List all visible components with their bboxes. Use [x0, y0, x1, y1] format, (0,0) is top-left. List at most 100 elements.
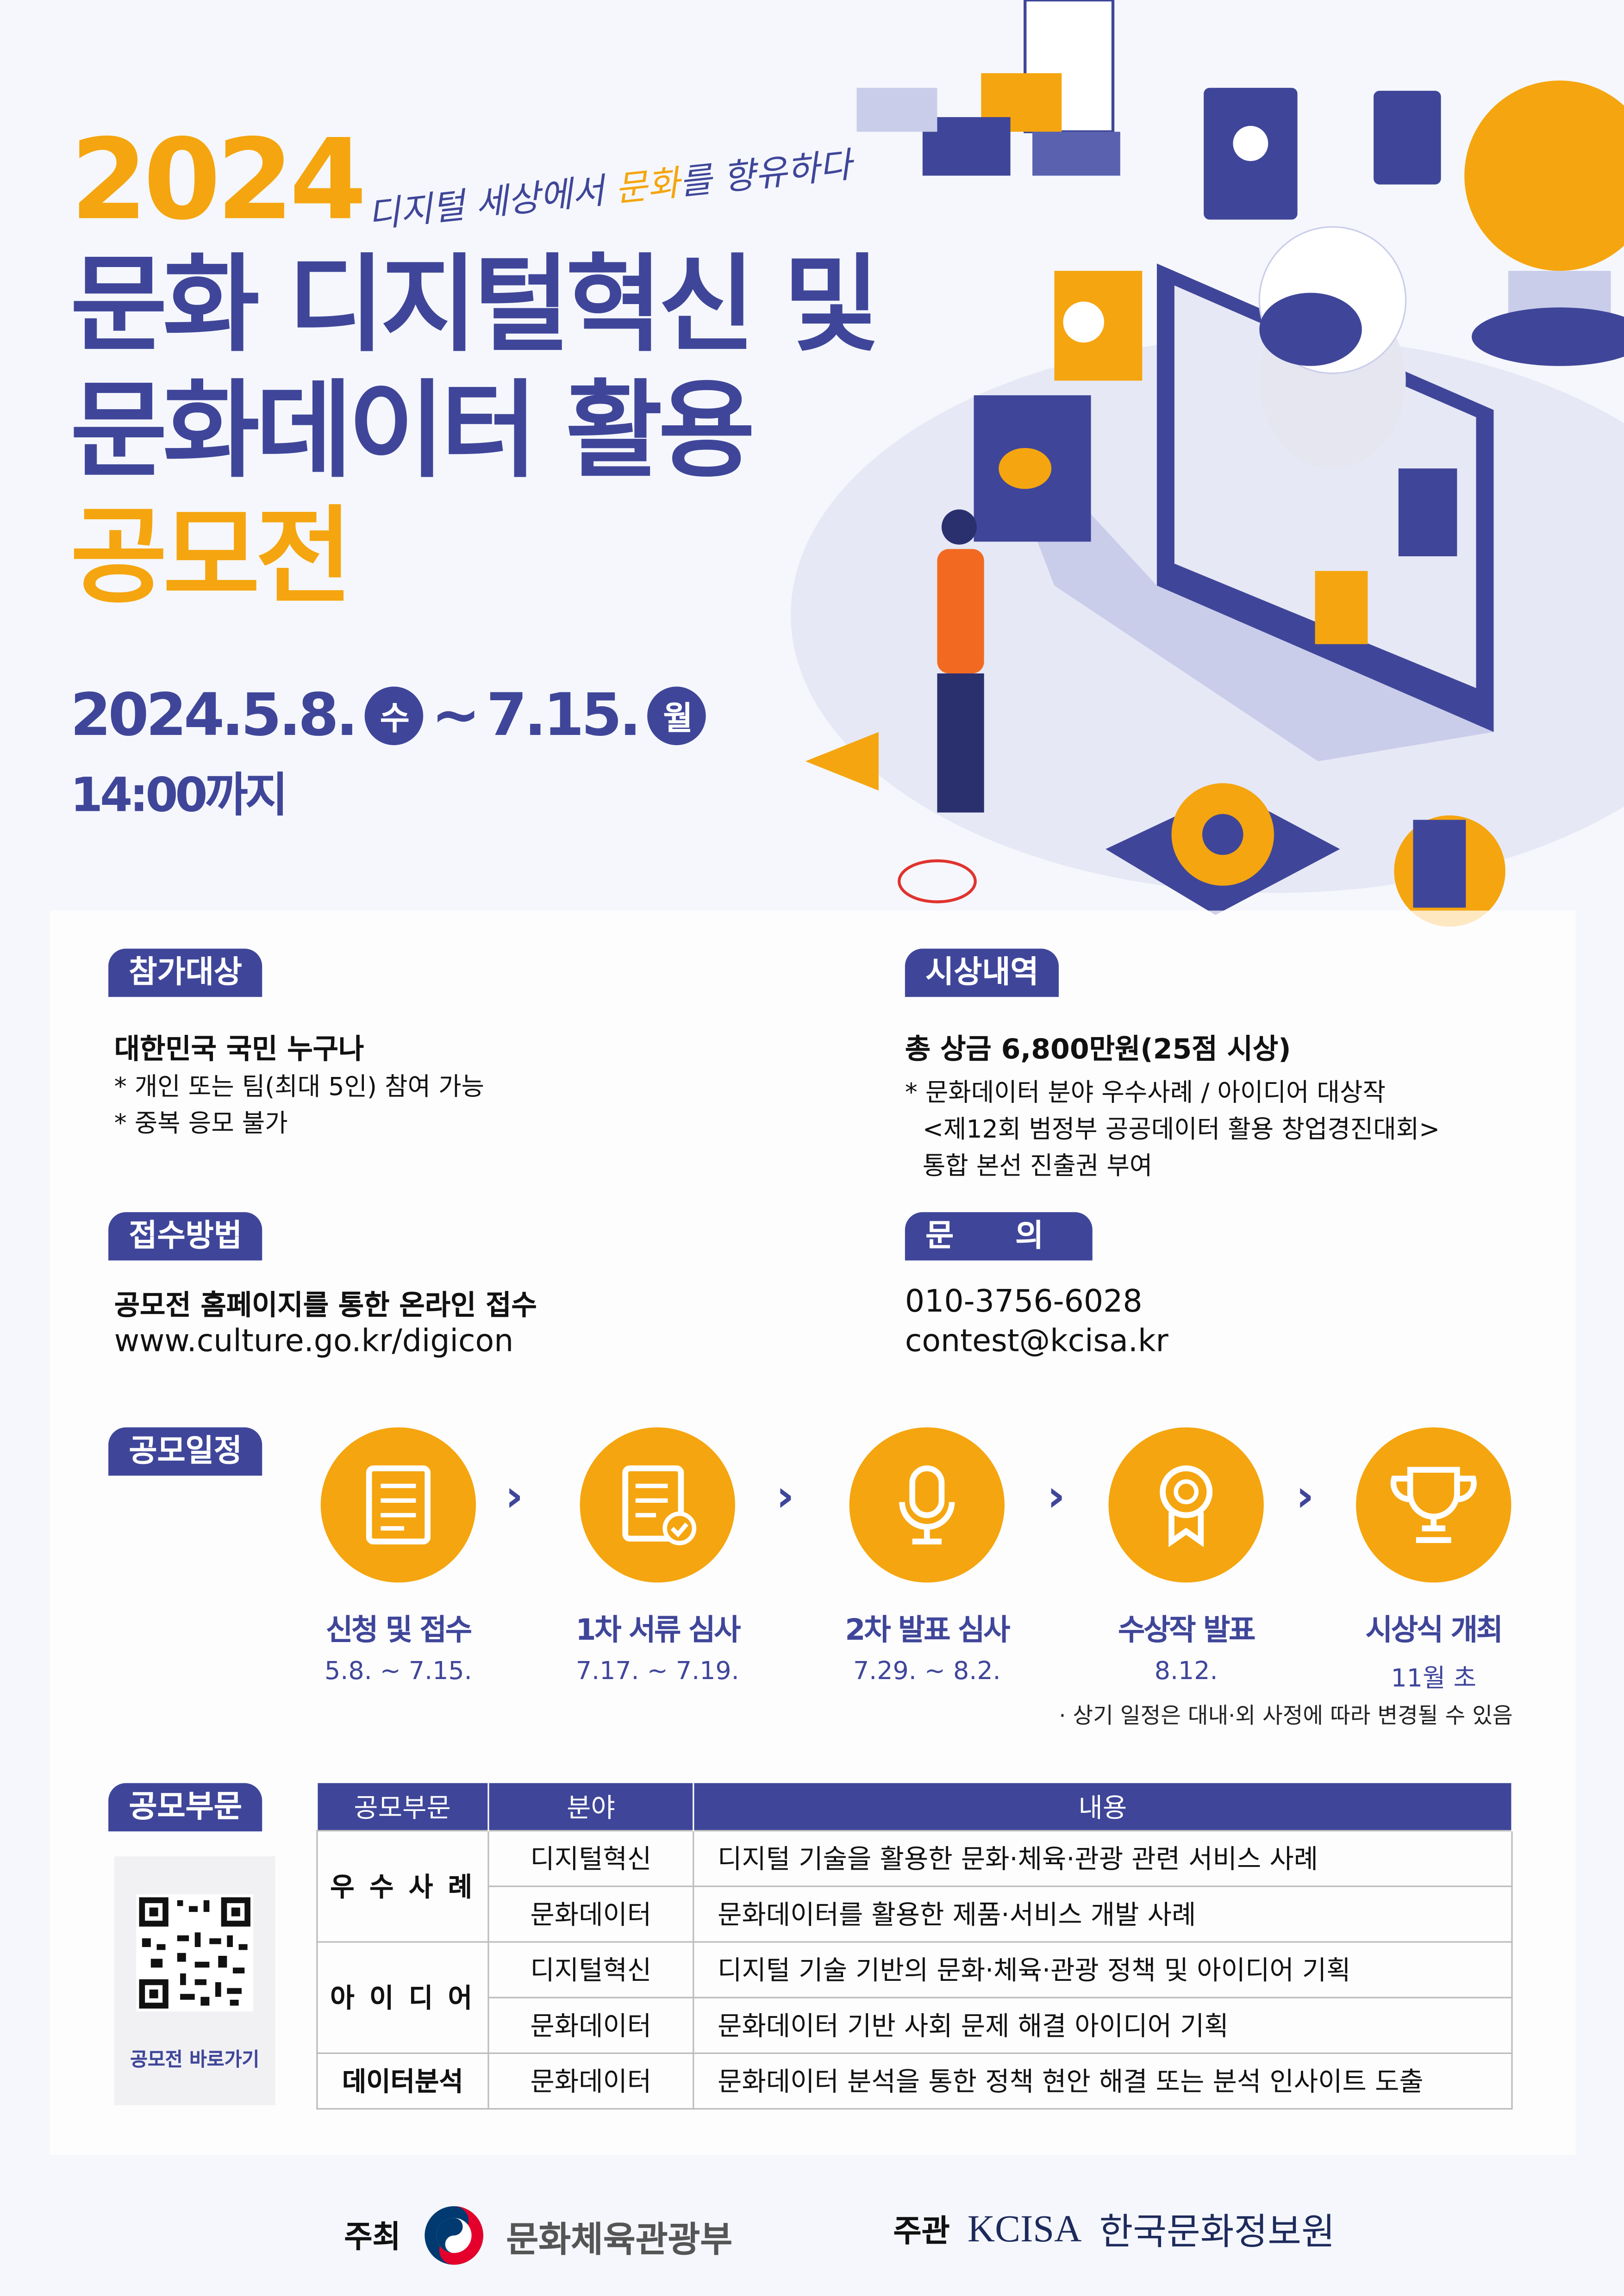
eligibility-note: * 중복 응모 불가 — [114, 1109, 288, 1139]
step-label: 2차 발표 심사 — [845, 1612, 1010, 1647]
table-header-row: 공모부문 분야 내용 — [317, 1783, 1513, 1830]
category-name: 우 수 사 례 — [316, 1829, 489, 1942]
table-row: 우 수 사 례 디지털혁신 디지털 기술을 활용한 문화·체육·관광 관련 서비… — [316, 1829, 1513, 1942]
host: 주최 문화체육관광부 — [344, 2203, 732, 2268]
section-tag-awards: 시상내역 — [905, 948, 1059, 997]
step-date: 7.17. ~ 7.19. — [575, 1657, 739, 1687]
trophy-icon — [1356, 1427, 1512, 1583]
title-line-3: 공모전 — [70, 495, 353, 618]
table-row: 문화데이터 문화데이터 기반 사회 문제 해결 아이디어 기획 — [317, 1996, 1513, 2053]
contest-period: 2024.5.8. 수 ~ 7.15. 월 — [70, 682, 706, 750]
pie-chart-icon — [1394, 815, 1505, 927]
chevron-right-icon: › — [1296, 1471, 1314, 1523]
field-cell: 문화데이터 — [487, 1885, 694, 1942]
awards-note: <제12회 범정부 공공데이터 활용 창업경진대회> — [922, 1115, 1440, 1145]
weekday-badge: 수 — [364, 686, 423, 746]
schedule-step: 2차 발표 심사 7.29. ~ 8.2. — [795, 1427, 1059, 1686]
period-start: 2024.5.8. — [70, 682, 358, 750]
gear-icon — [1106, 783, 1340, 915]
categories-table: 공모부문 분야 내용 우 수 사 례 디지털혁신 디지털 기술을 활용한 문화·… — [316, 1783, 1513, 2109]
chevron-right-icon: › — [776, 1471, 794, 1523]
submission-url-link[interactable]: www.culture.go.kr/digicon — [114, 1323, 514, 1359]
eligibility-note: * 개인 또는 팀(최대 5인) 참여 가능 — [114, 1073, 485, 1102]
tagline: 디지털 세상에서 문화를 향유하다 — [365, 136, 854, 237]
ministry-logo-icon — [424, 2206, 483, 2265]
eligibility-main: 대한민국 국민 누구나 — [114, 1033, 364, 1066]
organizer-name: 한국문화정보원 — [1099, 2210, 1335, 2253]
step-date: 11월 초 — [1391, 1664, 1476, 1694]
field-cell: 디지털혁신 — [487, 1940, 694, 1998]
step-label: 수상작 발표 — [1118, 1612, 1255, 1647]
awards-note: 통합 본선 진출권 부여 — [922, 1152, 1153, 1182]
content-cell: 디지털 기술 기반의 문화·체육·관광 정책 및 아이디어 기획 — [693, 1940, 1513, 1998]
chevron-right-icon: › — [1047, 1471, 1065, 1523]
table-row: 문화데이터 문화데이터를 활용한 제품·서비스 개발 사례 — [317, 1885, 1513, 1942]
content-cell: 디지털 기술을 활용한 문화·체육·관광 관련 서비스 사례 — [693, 1829, 1513, 1886]
step-label: 1차 서류 심사 — [575, 1612, 741, 1647]
step-date: 8.12. — [1154, 1657, 1218, 1687]
video-card-icon — [1398, 468, 1457, 557]
hero-illustration — [791, 0, 1624, 927]
title-line-1: 문화 디지털혁신 및 — [70, 243, 880, 366]
awards-main: 총 상금 6,800만원(25점 시상) — [905, 1033, 1291, 1066]
robot-icon — [1258, 226, 1407, 469]
weekday-badge: 월 — [647, 686, 706, 746]
title-line-2: 문화데이터 활용 — [70, 369, 756, 492]
content-cell: 문화데이터 분석을 통한 정책 현안 해결 또는 분석 인사이트 도출 — [693, 2052, 1513, 2109]
schedule-note: · 상기 일정은 대내·외 사정에 따라 변경될 수 있음 — [1059, 1702, 1513, 1729]
step-date: 7.29. ~ 8.2. — [853, 1657, 1001, 1687]
table-row: 아 이 디 어 디지털혁신 디지털 기술 기반의 문화·체육·관광 정책 및 아… — [316, 1940, 1513, 2053]
category-name: 데이터분석 — [316, 2052, 489, 2109]
category-name: 아 이 디 어 — [316, 1940, 489, 2053]
section-tag-submission: 접수방법 — [108, 1212, 263, 1261]
lightbulb-icon — [1464, 81, 1624, 366]
schedule-step: 신청 및 접수 5.8. ~ 7.15. — [267, 1427, 530, 1686]
period-separator: ~ — [431, 682, 481, 750]
field-cell: 문화데이터 — [487, 2052, 694, 2109]
organizer: 주관 KCISA 한국문화정보원 — [893, 2203, 1335, 2256]
schedule-step: 수상작 발표 8.12. — [1055, 1427, 1318, 1686]
kcisa-logo: KCISA — [967, 2208, 1082, 2250]
host-name: 문화체육관광부 — [506, 2218, 733, 2260]
qr-card[interactable]: 공모전 바로가기 — [114, 1856, 275, 2105]
field-cell: 디지털혁신 — [487, 1829, 694, 1886]
person-figure — [937, 509, 984, 813]
content-cell: 문화데이터 기반 사회 문제 해결 아이디어 기획 — [693, 1996, 1513, 2053]
column-header: 분야 — [488, 1783, 694, 1830]
microphone-icon — [849, 1427, 1005, 1583]
field-cell: 문화데이터 — [487, 1996, 694, 2053]
column-header: 내용 — [693, 1783, 1513, 1830]
tagline-text: 디지털 세상에서 — [365, 169, 618, 236]
checked-document-icon — [580, 1427, 735, 1583]
awards-note: * 문화데이터 분야 우수사례 / 아이디어 대상작 — [905, 1079, 1386, 1108]
inquiry-email-link[interactable]: contest@kcisa.kr — [905, 1323, 1168, 1359]
qr-code-icon[interactable] — [136, 1894, 254, 2012]
chevron-right-icon: › — [505, 1471, 524, 1523]
content-cell: 문화데이터를 활용한 제품·서비스 개발 사례 — [693, 1885, 1513, 1942]
music-card-icon — [1315, 571, 1368, 644]
tagline-highlight: 문화 — [613, 162, 682, 210]
step-date: 5.8. ~ 7.15. — [325, 1657, 472, 1687]
server-stack-icon — [856, 0, 1120, 176]
section-tag-schedule: 공모일정 — [108, 1427, 263, 1476]
inquiry-phone: 010-3756-6028 — [905, 1284, 1143, 1319]
schedule-step: 시상식 개최 11월 초 — [1302, 1427, 1565, 1694]
section-tag-categories: 공모부문 — [108, 1783, 263, 1832]
step-label: 시상식 개최 — [1365, 1612, 1503, 1647]
step-label: 신청 및 접수 — [325, 1612, 472, 1647]
document-icon — [320, 1427, 476, 1583]
year: 2024 — [70, 114, 367, 245]
section-tag-eligibility: 참가대상 — [108, 948, 263, 997]
table-row: 데이터분석 문화데이터 문화데이터 분석을 통한 정책 현안 해결 또는 분석 … — [316, 2052, 1513, 2109]
column-header: 공모부문 — [317, 1783, 489, 1830]
triangle-decoration — [805, 732, 879, 791]
award-ribbon-icon — [1108, 1427, 1264, 1583]
submission-main: 공모전 홈페이지를 통한 온라인 접수 — [114, 1289, 537, 1322]
deadline-time: 14:00까지 — [70, 767, 288, 823]
qr-label: 공모전 바로가기 — [130, 2049, 260, 2072]
period-end: 7.15. — [486, 682, 641, 750]
section-tag-inquiry: 문 의 — [905, 1212, 1093, 1261]
schedule-step: 1차 서류 심사 7.17. ~ 7.19. — [526, 1427, 789, 1686]
host-label: 주최 — [344, 2219, 401, 2255]
